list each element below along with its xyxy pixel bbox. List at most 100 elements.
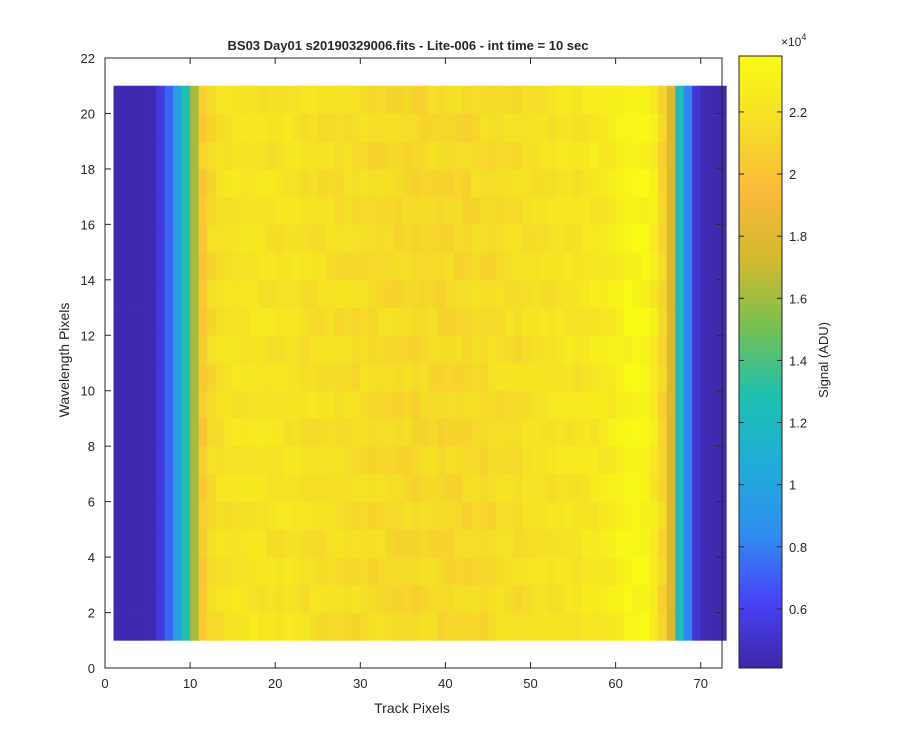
heatmap-cell [615, 446, 625, 475]
heatmap-cell [292, 418, 302, 447]
heatmap-cell [283, 279, 293, 308]
heatmap-cell [275, 473, 285, 503]
heatmap-cell [539, 252, 548, 281]
heatmap-cell [343, 279, 353, 308]
heatmap-cell [181, 335, 191, 364]
heatmap-cell [394, 196, 404, 225]
heatmap-cell [130, 473, 140, 503]
heatmap-cell [539, 557, 548, 586]
heatmap-cell [351, 557, 361, 586]
heatmap-cell [436, 113, 446, 142]
heatmap-cell [334, 557, 344, 586]
heatmap-cell [675, 612, 685, 641]
heatmap-cell [641, 612, 651, 641]
heatmap-cell [266, 196, 276, 225]
heatmap-cell [164, 113, 174, 142]
heatmap-cell [147, 612, 157, 641]
heatmap-cell [470, 85, 480, 114]
heatmap-cell [487, 612, 497, 641]
heatmap-cell [658, 529, 668, 558]
heatmap-cell [700, 612, 710, 641]
heatmap-cell [624, 224, 634, 253]
heatmap-cell [675, 557, 685, 586]
heatmap-cell [590, 196, 599, 225]
heatmap-cell [309, 85, 319, 114]
heatmap-cell [453, 584, 463, 613]
heatmap-cell [402, 279, 412, 308]
heatmap-cell [683, 279, 693, 308]
heatmap-cell [411, 501, 421, 530]
heatmap-cell [309, 113, 319, 142]
heatmap-cell [326, 584, 336, 613]
heatmap-cell [453, 557, 463, 586]
heatmap-cell [122, 446, 131, 475]
heatmap-cell [130, 85, 140, 114]
heatmap-cell [326, 529, 336, 558]
heatmap-cell [479, 113, 489, 142]
heatmap-cell [590, 224, 599, 253]
heatmap-cell [590, 335, 599, 364]
heatmap-cell [513, 418, 523, 447]
heatmap-cell [436, 529, 446, 558]
heatmap-cell [385, 307, 395, 336]
heatmap-cell [496, 85, 506, 114]
heatmap-cell [487, 168, 497, 198]
heatmap-cell [683, 224, 693, 253]
heatmap-cell [632, 529, 642, 558]
heatmap-cell [283, 141, 293, 170]
heatmap-cell [428, 85, 438, 114]
heatmap-cell [190, 307, 200, 336]
heatmap-cell [283, 473, 293, 503]
heatmap-cell [190, 113, 200, 142]
heatmap-cell [249, 612, 259, 641]
heatmap-cell [547, 557, 557, 586]
heatmap-cell [249, 279, 259, 308]
heatmap-cell [232, 612, 242, 641]
heatmap-cell [632, 168, 642, 198]
heatmap-cell [360, 446, 370, 475]
heatmap-cell [675, 85, 685, 114]
heatmap-cell [504, 85, 514, 114]
heatmap-cell [190, 501, 200, 530]
heatmap-cell [266, 446, 276, 475]
heatmap-cell [700, 501, 710, 530]
heatmap-cell [360, 612, 370, 641]
heatmap-cell [573, 473, 582, 503]
heatmap-cell [275, 612, 285, 641]
heatmap-cell [385, 584, 395, 613]
heatmap-cell [419, 113, 429, 142]
heatmap-cell [453, 390, 463, 419]
heatmap-cell [266, 390, 276, 419]
heatmap-cell [241, 279, 251, 308]
heatmap-cell [419, 335, 429, 364]
heatmap-cell [181, 279, 191, 308]
heatmap-cell [556, 390, 565, 419]
heatmap-cell [122, 363, 131, 392]
heatmap-cell [190, 584, 200, 613]
heatmap-cell [275, 557, 285, 586]
heatmap-cell [130, 307, 140, 336]
heatmap-cell [547, 141, 557, 170]
y-tick-label: 10 [81, 384, 95, 399]
heatmap-cell [232, 557, 242, 586]
heatmap-cell [453, 141, 463, 170]
heatmap-cell [113, 141, 123, 170]
colorbar-tick-label: 1.6 [789, 291, 807, 306]
heatmap-cell [368, 196, 378, 225]
heatmap-cell [658, 224, 668, 253]
x-axis-label: Track Pixels [374, 700, 450, 716]
heatmap-cell [334, 168, 344, 198]
heatmap-cell [556, 224, 565, 253]
heatmap-cell [326, 85, 336, 114]
heatmap-cell [343, 85, 353, 114]
heatmap-cells [113, 85, 727, 641]
heatmap-cell [215, 85, 225, 114]
heatmap-cell [522, 584, 531, 613]
heatmap-cell [530, 612, 540, 641]
heatmap-cell [377, 390, 387, 419]
heatmap-cell [504, 418, 514, 447]
heatmap-cell [700, 418, 710, 447]
heatmap-cell [309, 612, 319, 641]
y-tick-label: 8 [88, 439, 95, 454]
heatmap-cell [700, 168, 710, 198]
